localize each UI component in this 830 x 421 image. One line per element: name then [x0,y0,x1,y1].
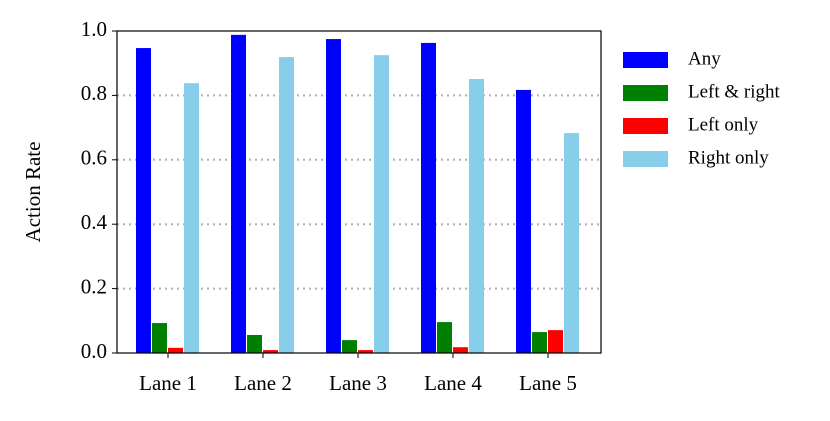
bar [469,78,484,353]
legend-label: Left only [688,114,759,135]
y-tick-label: 0.4 [81,210,108,234]
bar [374,55,389,354]
bar [342,340,357,353]
y-tick-label: 1.0 [81,17,107,41]
legend-swatch [623,118,668,134]
bar [453,347,468,353]
bar [247,334,262,353]
x-tick-label: Lane 3 [329,371,387,395]
legend-label: Any [688,48,721,69]
bar [437,322,452,353]
x-tick-label: Lane 5 [519,371,577,395]
bar [184,83,199,353]
y-tick-label: 0.6 [81,146,107,170]
x-tick-label: Lane 2 [234,371,292,395]
legend-swatch [623,151,668,167]
legend: Any Left & right Left only Right only [623,48,781,168]
bar [516,89,531,354]
y-tick-label: 0.2 [81,274,107,298]
bar [152,323,167,353]
bar [136,48,151,353]
legend-swatch [623,85,668,101]
bar [421,42,436,353]
bar [358,350,373,353]
y-tick-label: 0.0 [81,339,107,363]
y-tick-label: 0.8 [81,81,107,105]
legend-label: Left & right [688,81,781,102]
bar [263,350,278,353]
bar [564,133,579,353]
bar [231,34,246,353]
plot-frame [116,30,602,354]
legend-swatch [623,52,668,68]
bar [326,39,341,354]
bar [532,332,547,353]
bar [168,347,183,353]
bar [548,330,563,353]
bar [279,57,294,353]
x-tick-label: Lane 4 [424,371,482,395]
y-axis-label: Action Rate [21,142,45,243]
x-tick-label: Lane 1 [139,371,197,395]
legend-label: Right only [688,147,769,168]
